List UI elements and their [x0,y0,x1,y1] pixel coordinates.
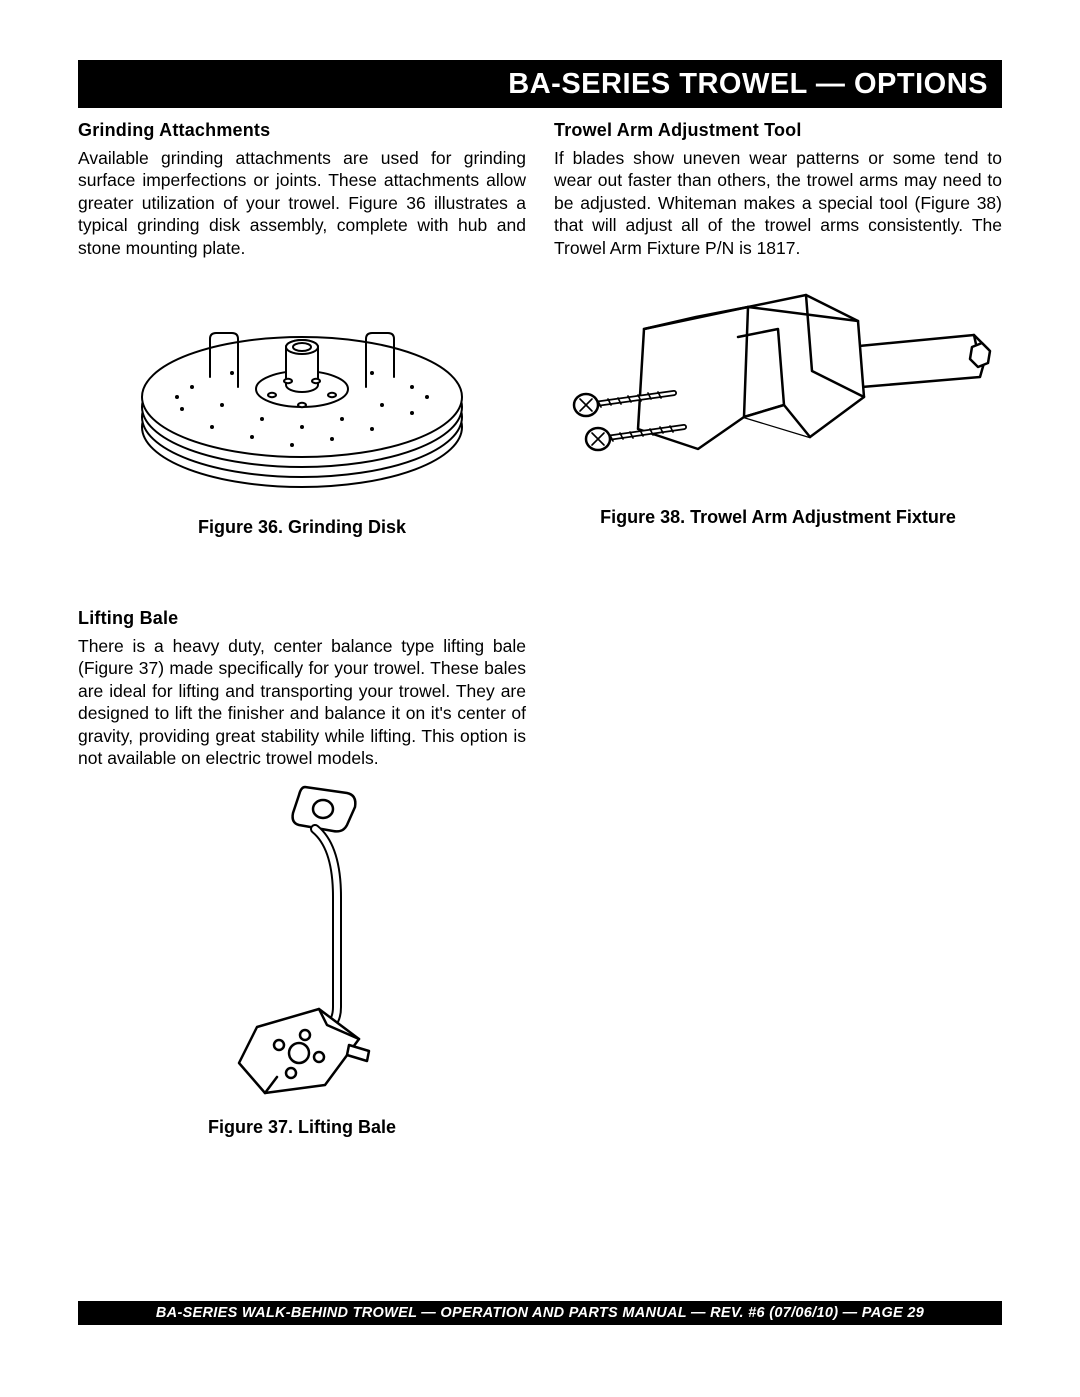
grinding-body: Available grinding attachments are used … [78,147,526,259]
lifting-heading: Lifting Bale [78,608,526,629]
content-columns: Grinding Attachments Available grinding … [78,120,1002,1138]
left-column: Grinding Attachments Available grinding … [78,120,526,1138]
figure-36-wrap: Figure 36. Grinding Disk [78,277,526,538]
page-title: BA-SERIES TROWEL — OPTIONS [508,68,988,101]
lifting-bale-illustration [187,777,417,1107]
figure-38-wrap: Figure 38. Trowel Arm Adjustment Fixture [554,277,1002,528]
lifting-body: There is a heavy duty, center balance ty… [78,635,526,769]
footer-text: BA-SERIES WALK-BEHIND TROWEL — OPERATION… [156,1305,924,1321]
grinding-heading: Grinding Attachments [78,120,526,141]
trowel-arm-fixture-illustration [558,277,998,497]
lifting-section: Lifting Bale There is a heavy duty, cent… [78,608,526,1138]
trowel-arm-heading: Trowel Arm Adjustment Tool [554,120,1002,141]
page-title-bar: BA-SERIES TROWEL — OPTIONS [78,60,1002,108]
footer-bar: BA-SERIES WALK-BEHIND TROWEL — OPERATION… [78,1301,1002,1325]
figure-37-caption: Figure 37. Lifting Bale [78,1117,526,1138]
figure-36-caption: Figure 36. Grinding Disk [78,517,526,538]
figure-38-caption: Figure 38. Trowel Arm Adjustment Fixture [554,507,1002,528]
page-container: BA-SERIES TROWEL — OPTIONS Grinding Atta… [78,60,1002,1337]
grinding-disk-illustration [122,277,482,507]
right-column: Trowel Arm Adjustment Tool If blades sho… [554,120,1002,1138]
figure-37-wrap: Figure 37. Lifting Bale [78,777,526,1138]
trowel-arm-body: If blades show uneven wear patterns or s… [554,147,1002,259]
